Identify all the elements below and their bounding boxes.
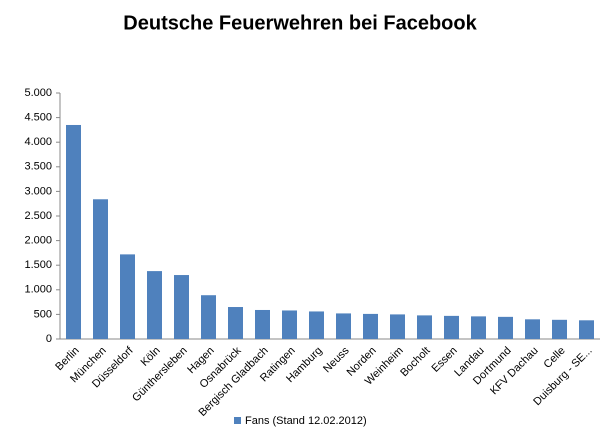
y-tick-label: 2.000 (24, 235, 52, 247)
y-tick-label: 4.500 (24, 112, 52, 124)
bar (93, 199, 108, 339)
bar (363, 313, 378, 339)
bar (498, 316, 513, 339)
y-tick-label: 1.500 (24, 259, 52, 271)
bar (201, 295, 216, 339)
y-tick-label: 1.000 (24, 284, 52, 296)
bar (174, 275, 189, 339)
bar (579, 320, 594, 339)
y-tick-label: 3.500 (24, 161, 52, 173)
bar (525, 319, 540, 339)
chart-title: Deutsche Feuerwehren bei Facebook (123, 12, 477, 34)
x-tick-label: Köln (139, 345, 163, 369)
bar (417, 315, 432, 339)
y-tick-label: 0 (46, 333, 52, 345)
bar (255, 309, 270, 339)
y-tick-label: 2.500 (24, 210, 52, 222)
y-tick-label: 500 (34, 308, 52, 320)
bar (552, 319, 567, 339)
legend-label: Fans (Stand 12.02.2012) (245, 415, 367, 427)
bar (282, 310, 297, 339)
bar (66, 124, 81, 339)
legend-swatch (234, 417, 241, 424)
y-tick-label: 4.000 (24, 136, 52, 148)
bar (228, 307, 243, 339)
y-tick-label: 3.000 (24, 185, 52, 197)
bar (336, 313, 351, 339)
x-tick-label: Bocholt (398, 345, 432, 379)
bar (309, 311, 324, 339)
bar (120, 254, 135, 339)
y-tick-label: 5.000 (24, 87, 52, 99)
bar (147, 271, 162, 339)
bar (471, 316, 486, 339)
bar (390, 314, 405, 339)
bar (444, 315, 459, 339)
